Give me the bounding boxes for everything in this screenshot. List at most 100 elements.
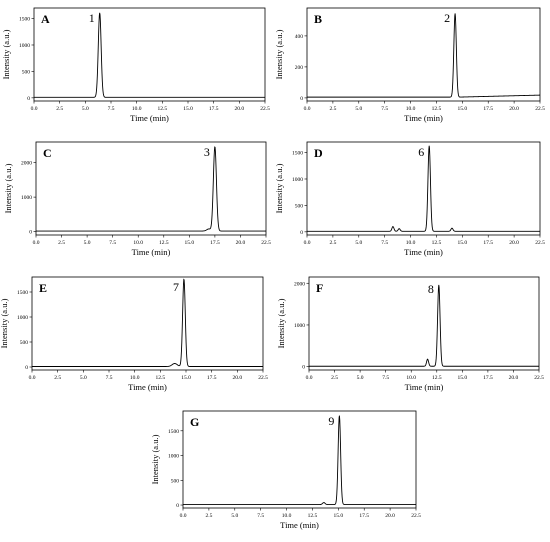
y-tick-label: 0 bbox=[29, 230, 32, 236]
x-tick-label: 7.5 bbox=[381, 106, 388, 112]
peak-label: 6 bbox=[418, 145, 424, 159]
y-tick-label: 1000 bbox=[168, 454, 179, 460]
chromatogram-panel-c: 0.0 2.5 5.0 7.5 10.0 12.5 15.0 17.5 20.0 22.5 0 100… bbox=[3, 141, 271, 257]
x-tick-label: 17.5 bbox=[483, 106, 493, 112]
x-tick-label: 15.0 bbox=[334, 513, 344, 519]
x-tick-label: 12.5 bbox=[156, 375, 166, 381]
peak-label: 8 bbox=[428, 282, 434, 296]
x-tick-label: 20.0 bbox=[236, 240, 246, 246]
x-axis-title: Time (min) bbox=[405, 382, 444, 392]
x-tick-label: 2.5 bbox=[329, 106, 336, 112]
y-tick-label: 2000 bbox=[21, 161, 32, 167]
x-tick-label: 12.5 bbox=[432, 106, 442, 112]
x-tick-label: 12.5 bbox=[159, 240, 169, 246]
peak-label: 3 bbox=[204, 145, 210, 159]
x-tick-label: 17.5 bbox=[359, 513, 369, 519]
x-tick-label: 17.5 bbox=[207, 375, 217, 381]
x-tick-label: 17.5 bbox=[209, 106, 219, 112]
x-tick-label: 0.0 bbox=[304, 240, 311, 246]
peak-label: 7 bbox=[173, 280, 179, 294]
x-tick-label: 2.5 bbox=[54, 375, 61, 381]
y-tick-label: 0 bbox=[302, 365, 305, 371]
chromatogram-panel-e: 0.0 2.5 5.0 7.5 10.0 12.5 15.0 17.5 20.0 22.5 0 500… bbox=[0, 276, 268, 392]
panel-letter: B bbox=[314, 12, 322, 26]
plot-frame bbox=[31, 276, 264, 371]
chromatogram-trace bbox=[307, 145, 540, 232]
x-tick-label: 10.0 bbox=[406, 375, 416, 381]
x-tick-label: 5.0 bbox=[357, 375, 364, 381]
x-tick-label: 5.0 bbox=[80, 375, 87, 381]
plot-frame bbox=[182, 410, 417, 509]
x-tick-label: 10.0 bbox=[132, 106, 142, 112]
x-tick-label: 10.0 bbox=[282, 513, 292, 519]
x-tick-label: 15.0 bbox=[183, 106, 193, 112]
x-tick-label: 20.0 bbox=[385, 513, 395, 519]
x-axis-title: Time (min) bbox=[404, 247, 443, 257]
y-tick-label: 1000 bbox=[19, 43, 30, 49]
y-tick-label: 1500 bbox=[17, 290, 28, 296]
plot-frame bbox=[33, 7, 266, 102]
chromatogram-panel-a: 0.0 2.5 5.0 7.5 10.0 12.5 15.0 17.5 20.0 22.5 0 500… bbox=[1, 7, 270, 123]
x-tick-label: 10.0 bbox=[133, 240, 143, 246]
x-tick-label: 17.5 bbox=[483, 375, 493, 381]
plot-frame bbox=[35, 141, 267, 236]
x-tick-label: 7.5 bbox=[257, 513, 264, 519]
y-tick-label: 1000 bbox=[17, 315, 28, 321]
y-axis-title: Intensity (a.u.) bbox=[276, 298, 286, 348]
x-tick-label: 7.5 bbox=[109, 240, 116, 246]
chromatogram-trace bbox=[309, 284, 539, 367]
y-axis-title: Intensity (a.u.) bbox=[3, 163, 13, 213]
y-tick-label: 2000 bbox=[294, 281, 305, 287]
peak-label: 1 bbox=[89, 11, 95, 25]
x-tick-label: 2.5 bbox=[205, 513, 212, 519]
panel-letter: F bbox=[316, 281, 323, 295]
chromatogram-panel-d: 0.0 2.5 5.0 7.5 10.0 12.5 15.0 17.5 20.0 22.5 0 500… bbox=[274, 141, 545, 257]
panel-letter: E bbox=[39, 281, 47, 295]
y-tick-label: 500 bbox=[295, 203, 304, 209]
x-axis-title: Time (min) bbox=[404, 113, 443, 123]
y-tick-label: 1500 bbox=[168, 429, 179, 435]
y-tick-label: 500 bbox=[22, 69, 31, 75]
x-tick-label: 15.0 bbox=[458, 375, 468, 381]
x-axis-title: Time (min) bbox=[132, 247, 171, 257]
x-tick-label: 0.0 bbox=[31, 106, 38, 112]
x-tick-label: 7.5 bbox=[106, 375, 113, 381]
x-tick-label: 10.0 bbox=[130, 375, 140, 381]
y-tick-label: 0 bbox=[300, 230, 303, 236]
chromatogram-trace bbox=[34, 12, 265, 98]
x-tick-label: 22.5 bbox=[258, 375, 268, 381]
x-tick-label: 20.0 bbox=[509, 375, 519, 381]
chromatogram-panel-g: 0.0 2.5 5.0 7.5 10.0 12.5 15.0 17.5 20.0 22.5 0 500… bbox=[150, 410, 421, 530]
x-tick-label: 5.0 bbox=[231, 513, 238, 519]
x-tick-label: 0.0 bbox=[180, 513, 187, 519]
x-tick-label: 0.0 bbox=[33, 240, 40, 246]
x-tick-label: 5.0 bbox=[84, 240, 91, 246]
x-tick-label: 20.0 bbox=[509, 106, 519, 112]
x-tick-label: 22.5 bbox=[261, 240, 271, 246]
x-tick-label: 2.5 bbox=[58, 240, 65, 246]
y-tick-label: 0 bbox=[27, 96, 30, 102]
chromatogram-trace bbox=[32, 278, 263, 367]
x-tick-label: 0.0 bbox=[306, 375, 313, 381]
plot-frame bbox=[306, 7, 541, 102]
x-tick-label: 15.0 bbox=[458, 106, 468, 112]
y-tick-label: 1500 bbox=[19, 17, 30, 23]
x-tick-label: 10.0 bbox=[406, 240, 416, 246]
x-tick-label: 15.0 bbox=[181, 375, 191, 381]
x-tick-label: 7.5 bbox=[381, 240, 388, 246]
x-tick-label: 20.0 bbox=[235, 106, 245, 112]
x-tick-label: 12.5 bbox=[308, 513, 318, 519]
x-tick-label: 5.0 bbox=[82, 106, 89, 112]
chromatogram-panel-f: 0.0 2.5 5.0 7.5 10.0 12.5 15.0 17.5 20.0 22.5 0 100… bbox=[276, 276, 544, 392]
x-tick-label: 12.5 bbox=[432, 375, 442, 381]
panel-letter: G bbox=[190, 415, 199, 429]
x-axis-title: Time (min) bbox=[280, 520, 319, 530]
x-tick-label: 0.0 bbox=[29, 375, 36, 381]
x-tick-label: 2.5 bbox=[329, 240, 336, 246]
x-tick-label: 10.0 bbox=[406, 106, 416, 112]
x-tick-label: 2.5 bbox=[56, 106, 63, 112]
x-tick-label: 15.0 bbox=[458, 240, 468, 246]
x-tick-label: 22.5 bbox=[411, 513, 421, 519]
chromatogram-panel-b: 0.0 2.5 5.0 7.5 10.0 12.5 15.0 17.5 20.0 22.5 0 200… bbox=[274, 7, 545, 123]
